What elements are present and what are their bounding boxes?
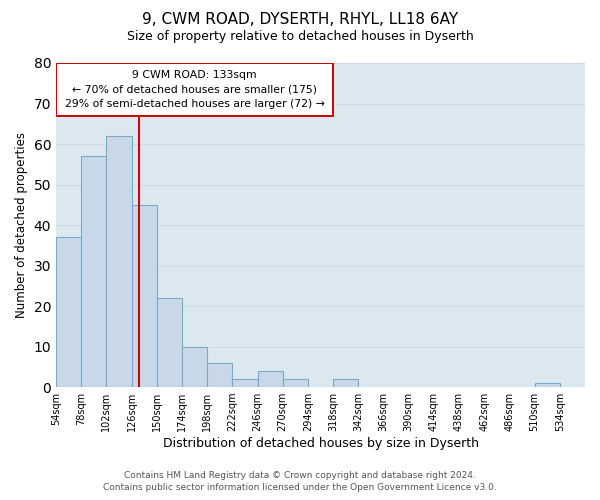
Bar [131,205,157,387]
Bar [535,383,560,387]
Text: 9 CWM ROAD: 133sqm
← 70% of detached houses are smaller (175)
29% of semi-detach: 9 CWM ROAD: 133sqm ← 70% of detached hou… [65,70,325,109]
Bar [56,63,333,116]
Bar [207,363,232,387]
Bar [157,298,182,387]
Text: 9, CWM ROAD, DYSERTH, RHYL, LL18 6AY: 9, CWM ROAD, DYSERTH, RHYL, LL18 6AY [142,12,458,28]
Bar [257,371,283,387]
Text: Contains HM Land Registry data © Crown copyright and database right 2024.
Contai: Contains HM Land Registry data © Crown c… [103,471,497,492]
X-axis label: Distribution of detached houses by size in Dyserth: Distribution of detached houses by size … [163,437,479,450]
Bar [106,136,131,387]
Bar [333,379,358,387]
Bar [232,379,257,387]
Bar [283,379,308,387]
Text: Size of property relative to detached houses in Dyserth: Size of property relative to detached ho… [127,30,473,43]
Y-axis label: Number of detached properties: Number of detached properties [15,132,28,318]
Bar [56,237,81,387]
Bar [81,156,106,387]
Bar [182,346,207,387]
